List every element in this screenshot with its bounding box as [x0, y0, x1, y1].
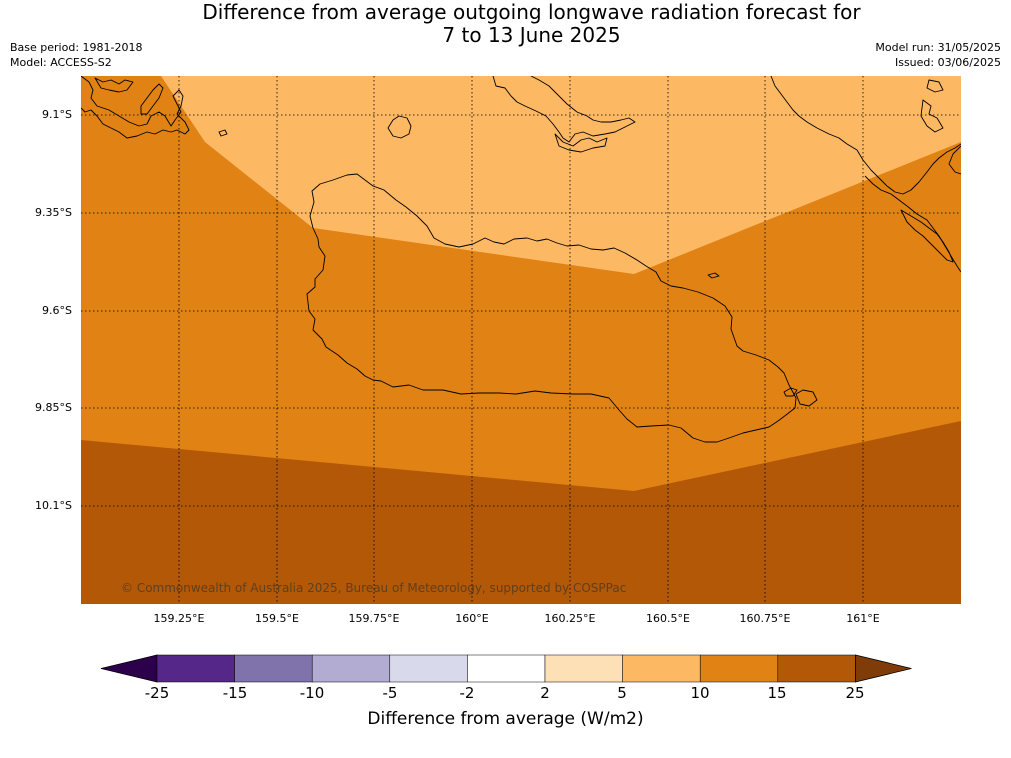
chart-title-line-1: Difference from average outgoing longwav… [202, 0, 861, 24]
northwest-islands-coast [81, 76, 190, 139]
colorbar-tick-label: 2 [540, 684, 550, 702]
colorbar-tick-label: -2 [459, 684, 475, 702]
northwest-islets-top [94, 77, 134, 93]
florida-islands-coast [492, 76, 636, 143]
florida-islands-south [554, 133, 608, 153]
lon-tick-label: 159.25°E [153, 612, 205, 625]
model-run-text: Model run: 31/05/2025 [875, 41, 1001, 54]
lon-tick-label: 159.5°E [255, 612, 299, 625]
lon-tick-label: 160.25°E [544, 612, 596, 625]
lon-tick-label: 160.75°E [739, 612, 791, 625]
issued-text: Issued: 03/06/2025 [894, 56, 1001, 69]
savo-island-coast [387, 115, 412, 139]
malaita-islets [926, 79, 944, 93]
colorbar-tick-label: -25 [144, 684, 170, 702]
coastlines [81, 76, 961, 443]
northwest-islet [218, 129, 228, 137]
colorbar-tick-label: 10 [690, 684, 710, 702]
islet-east-2 [795, 389, 818, 407]
chart-title-line-2: 7 to 13 June 2025 [442, 23, 621, 47]
colorbar-cell [622, 654, 701, 683]
lat-tick-label: 9.1°S [42, 108, 72, 121]
east-edge-coast [948, 145, 961, 175]
colorbar-extend-high [855, 654, 912, 683]
colorbar-cells [100, 654, 912, 683]
lon-tick-label: 161°E [846, 612, 880, 625]
colorbar-label: Difference from average (W/m2) [367, 709, 644, 729]
lat-tick-label: 9.6°S [42, 304, 72, 317]
colorbar-cell [544, 654, 623, 683]
colorbar-tick-label: -5 [382, 684, 398, 702]
lat-tick-label: 9.35°S [35, 206, 72, 219]
lon-tick-label: 159.75°E [348, 612, 400, 625]
colorbar-tick-label: -10 [299, 684, 325, 702]
anomaly-band-lightest [161, 76, 961, 274]
colorbar-cell [156, 654, 235, 683]
map-area [81, 76, 961, 604]
base-period-text: Base period: 1981-2018 [10, 41, 143, 54]
south-malaita-inner [900, 209, 954, 263]
guadalcanal-coast [306, 173, 797, 443]
lat-gridlines [81, 114, 961, 507]
colorbar-tick-label: 5 [617, 684, 627, 702]
lon-tick-label: 160°E [455, 612, 489, 625]
islet-mid [707, 272, 720, 279]
colorbar [100, 654, 912, 683]
colorbar-extend-low [100, 654, 158, 683]
lon-tick-label: 160.5°E [646, 612, 690, 625]
colorbar-cell [777, 654, 856, 683]
lon-gridlines [178, 76, 864, 604]
colorbar-cell [467, 654, 546, 683]
colorbar-cell [389, 654, 468, 683]
islet-east-1 [783, 387, 798, 397]
colorbar-tick-label: 15 [767, 684, 787, 702]
lat-tick-label: 9.85°S [35, 401, 72, 414]
colorbar-cell [234, 654, 313, 683]
colorbar-tick-label: -15 [222, 684, 248, 702]
northwest-islands-inner [140, 83, 164, 115]
malaita-north-islets [920, 99, 944, 133]
colorbar-tick-label: 25 [845, 684, 865, 702]
colorbar-cell [699, 654, 779, 683]
model-text: Model: ACCESS-S2 [10, 56, 112, 69]
malaita-coast [770, 76, 961, 195]
copyright-notice: © Commonwealth of Australia 2025, Bureau… [121, 581, 627, 595]
lat-tick-label: 10.1°S [35, 499, 72, 512]
colorbar-cell [311, 654, 391, 683]
